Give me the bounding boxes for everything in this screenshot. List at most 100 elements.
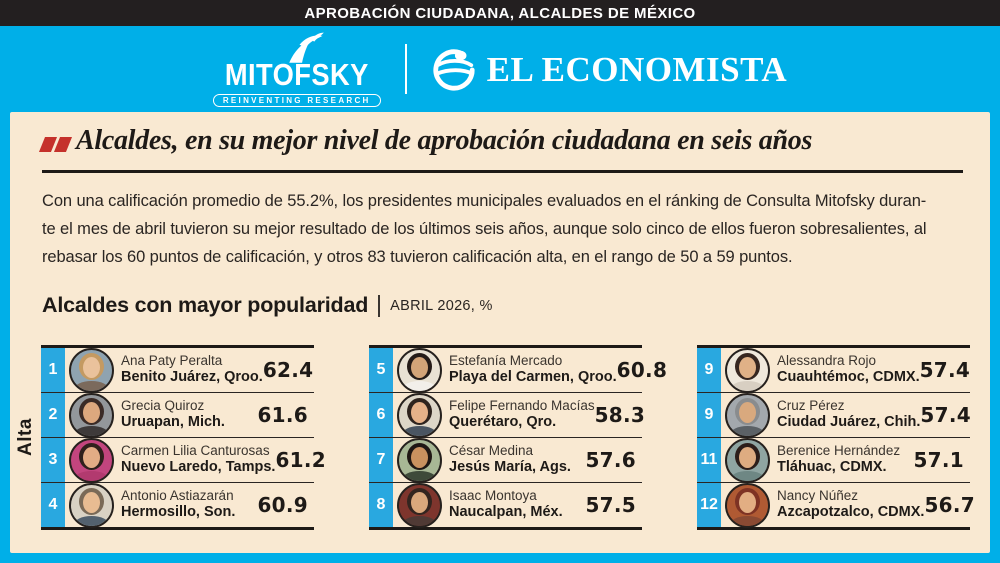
- mayor-photo: [397, 437, 442, 483]
- approval-score: 57.5: [585, 493, 636, 517]
- table-row: 9 Alessandra Rojo Cuauhtémoc, CDMX. 57.4: [697, 347, 970, 393]
- mayor-info: Isaac Montoya Naucalpan, Méx.: [449, 488, 563, 521]
- mayor-info: Grecia Quiroz Uruapan, Mich.: [121, 398, 225, 431]
- category-label-alta: Alta: [15, 418, 36, 457]
- mayor-name: Antonio Astiazarán: [121, 488, 234, 504]
- table-row: 11 Berenice Hernández Tláhuac, CDMX. 57.…: [697, 437, 970, 483]
- municipality: Playa del Carmen, Qroo.: [449, 369, 617, 386]
- municipality: Cuauhtémoc, CDMX.: [777, 369, 920, 386]
- mitofsky-logo: MITOFSKY REINVENTING RESEARCH: [212, 32, 381, 107]
- economista-wordmark: EL ECONOMISTA: [486, 49, 788, 89]
- mayor-photo: [397, 347, 442, 393]
- mayor-name: Carmen Lilia Canturosas: [121, 443, 270, 459]
- table-row: 9 Cruz Pérez Ciudad Juárez, Chih. 57.4: [697, 392, 971, 438]
- approval-score: 57.4: [919, 358, 971, 382]
- mayor-name: Estefanía Mercado: [449, 353, 563, 369]
- table-row: 6 Felipe Fernando Macías Querétaro, Qro.…: [369, 392, 645, 438]
- table-row: 3 Carmen Lilia Canturosas Nuevo Laredo, …: [41, 437, 326, 483]
- mayor-info: Felipe Fernando Macías Querétaro, Qro.: [449, 398, 595, 431]
- headline-row: Alcaldes, en su mejor nivel de aprobació…: [38, 125, 813, 157]
- mayor-name: Cruz Pérez: [777, 398, 845, 414]
- mayor-info: Carmen Lilia Canturosas Nuevo Laredo, Ta…: [121, 443, 275, 476]
- table-row: 5 Estefanía Mercado Playa del Carmen, Qr…: [369, 347, 667, 393]
- mayor-photo: [725, 392, 770, 438]
- mayor-info: Alessandra Rojo Cuauhtémoc, CDMX.: [777, 353, 920, 386]
- rank-badge: 7: [369, 438, 393, 482]
- rank-badge: 5: [369, 348, 393, 392]
- approval-score: 58.3: [594, 403, 646, 427]
- rank-badge: 9: [697, 348, 721, 392]
- section-heading: Alcaldes con mayor popularidad ABRIL 202…: [42, 293, 493, 318]
- mayor-info: Cruz Pérez Ciudad Juárez, Chih.: [777, 398, 920, 431]
- municipality: Ciudad Juárez, Chih.: [777, 414, 921, 431]
- mayor-info: Berenice Hernández Tláhuac, CDMX.: [777, 443, 900, 476]
- mayor-photo: [725, 347, 770, 393]
- headline-rule: [42, 170, 963, 173]
- rank-badge: 2: [41, 393, 65, 437]
- mayor-info: Nancy Núñez Azcapotzalco, CDMX.: [777, 488, 924, 521]
- municipality: Tláhuac, CDMX.: [777, 459, 887, 476]
- economista-globe-icon: [433, 49, 475, 91]
- municipality: Hermosillo, Son.: [121, 504, 236, 521]
- section-divider: [378, 294, 381, 317]
- mayor-name: Grecia Quiroz: [121, 398, 205, 414]
- paragraph-line: Con una calificación promedio de 55.2%, …: [42, 192, 927, 210]
- economista-logo: EL ECONOMISTA: [431, 46, 788, 92]
- mayor-photo: [69, 482, 114, 528]
- mayor-info: Antonio Astiazarán Hermosillo, Son.: [121, 488, 235, 521]
- mayor-name: Berenice Hernández: [777, 443, 901, 459]
- header-band: MITOFSKY REINVENTING RESEARCH EL ECONOMI…: [0, 26, 1000, 112]
- logo-divider: [404, 44, 407, 94]
- mayor-name: Felipe Fernando Macías: [449, 398, 595, 414]
- mayor-photo: [725, 482, 770, 528]
- mayor-name: Nancy Núñez: [777, 488, 859, 504]
- mitofsky-tagline: REINVENTING RESEARCH: [212, 93, 381, 107]
- mayor-photo: [397, 392, 442, 438]
- table-row: 2 Grecia Quiroz Uruapan, Mich. 61.6: [41, 392, 314, 438]
- approval-score: 57.4: [920, 403, 971, 427]
- approval-score: 61.2: [275, 448, 326, 472]
- rank-badge: 3: [41, 438, 65, 482]
- rank-badge: 6: [369, 393, 393, 437]
- rank-badge: 11: [697, 438, 721, 482]
- red-quote-icon: [38, 137, 73, 152]
- mayor-info: Estefanía Mercado Playa del Carmen, Qroo…: [449, 353, 617, 386]
- ranking-column-2: 5 Estefanía Mercado Playa del Carmen, Qr…: [369, 345, 667, 530]
- municipality: Naucalpan, Méx.: [449, 504, 563, 521]
- top-title: APROBACIÓN CIUDADANA, ALCALDES DE MÉXICO: [304, 4, 696, 22]
- mayor-photo: [725, 437, 770, 483]
- mayor-info: Ana Paty Peralta Benito Juárez, Qroo.: [121, 353, 263, 386]
- municipality: Azcapotzalco, CDMX.: [777, 504, 925, 521]
- rank-badge: 9: [697, 393, 721, 437]
- rank-badge: 4: [41, 483, 65, 527]
- table-row: 1 Ana Paty Peralta Benito Juárez, Qroo. …: [41, 347, 314, 393]
- mayor-info: César Medina Jesús María, Ags.: [449, 443, 571, 476]
- section-subtitle: ABRIL 2026, %: [390, 297, 493, 314]
- approval-score: 56.7: [924, 493, 975, 517]
- municipality: Nuevo Laredo, Tamps.: [121, 459, 276, 476]
- paragraph-line: te el mes de abril tuvieron su mejor res…: [42, 220, 927, 238]
- content-panel: Alcaldes, en su mejor nivel de aprobació…: [10, 112, 990, 553]
- mayor-photo: [69, 437, 114, 483]
- mayor-name: Alessandra Rojo: [777, 353, 877, 369]
- municipality: Benito Juárez, Qroo.: [121, 369, 263, 386]
- table-row: 12 Nancy Núñez Azcapotzalco, CDMX. 56.7: [697, 482, 975, 528]
- headline: Alcaldes, en su mejor nivel de aprobació…: [76, 125, 813, 156]
- ranking-table: 1 Ana Paty Peralta Benito Juárez, Qroo. …: [41, 345, 975, 530]
- intro-paragraph: Con una calificación promedio de 55.2%, …: [42, 187, 927, 271]
- table-row: 8 Isaac Montoya Naucalpan, Méx. 57.5: [369, 482, 642, 528]
- rank-badge: 1: [41, 348, 65, 392]
- ranking-column-3: 9 Alessandra Rojo Cuauhtémoc, CDMX. 57.4…: [697, 345, 975, 530]
- approval-score: 57.6: [585, 448, 636, 472]
- top-title-bar: APROBACIÓN CIUDADANA, ALCALDES DE MÉXICO: [0, 0, 1000, 26]
- approval-score: 60.9: [257, 493, 308, 517]
- mayor-photo: [69, 392, 114, 438]
- municipality: Jesús María, Ags.: [449, 459, 571, 476]
- mayor-name: Isaac Montoya: [449, 488, 537, 504]
- mayor-photo: [69, 347, 114, 393]
- table-row: 7 César Medina Jesús María, Ags. 57.6: [369, 437, 642, 483]
- ranking-column-1: 1 Ana Paty Peralta Benito Juárez, Qroo. …: [41, 345, 326, 530]
- rank-badge: 8: [369, 483, 393, 527]
- section-title: Alcaldes con mayor popularidad: [42, 293, 369, 317]
- mayor-photo: [397, 482, 442, 528]
